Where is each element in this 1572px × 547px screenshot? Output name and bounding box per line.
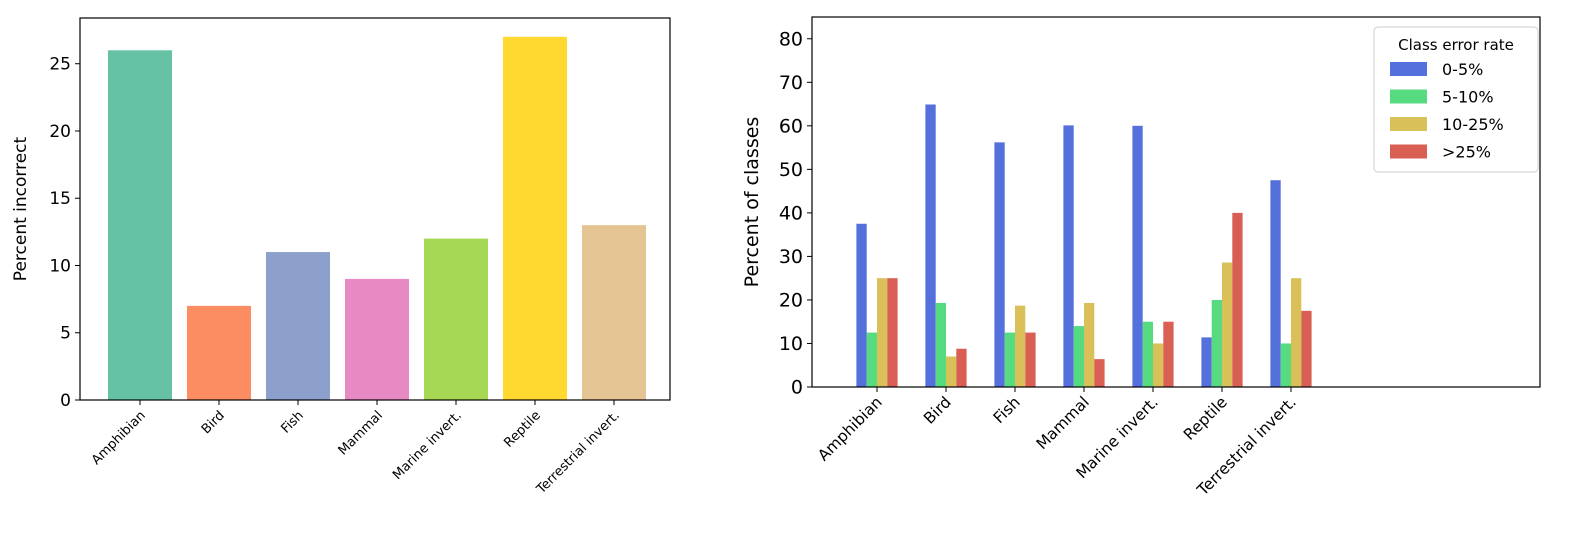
bar-bird-2 <box>946 356 957 387</box>
bar-fish-3 <box>1025 332 1036 387</box>
y-tick-label: 60 <box>779 115 803 137</box>
bar-mammal-2 <box>1084 302 1095 387</box>
legend-swatch <box>1390 117 1427 131</box>
x-tick-label: Terrestrial invert. <box>533 408 622 497</box>
x-tick-label: Reptile <box>501 408 543 450</box>
y-tick-label: 80 <box>779 28 803 50</box>
y-tick-label: 50 <box>779 159 803 181</box>
bar-reptile-0 <box>1201 337 1212 387</box>
bar-bird <box>187 305 251 400</box>
legend-label: 5-10% <box>1442 88 1494 107</box>
y-tick-label: 25 <box>49 55 71 75</box>
bar-amphibian-3 <box>887 278 898 387</box>
x-tick-label: Amphibian <box>89 408 149 468</box>
legend-label: 0-5% <box>1442 60 1483 79</box>
axes-frame <box>811 16 1541 388</box>
bar-amphibian-1 <box>866 332 877 387</box>
bar-reptile-2 <box>1222 262 1233 387</box>
bar-terrestrial-invert--3 <box>1301 310 1312 387</box>
bar-mammal-1 <box>1073 326 1084 387</box>
bar-terrestrial-invert--0 <box>1270 180 1281 387</box>
bar-bird-3 <box>956 348 967 387</box>
y-tick-label: 15 <box>49 189 71 209</box>
x-tick-label: Marine invert. <box>390 408 465 483</box>
chart-percent-incorrect: Amphibian Bird Fish Mammal Marine invert. Rep… <box>11 17 671 498</box>
x-tick-label: Amphibian <box>814 393 886 465</box>
y-tick-label: 20 <box>49 122 71 142</box>
y-axis-label: Percent incorrect <box>11 136 31 281</box>
y-tick-label: 70 <box>779 72 803 94</box>
legend-swatch <box>1390 62 1427 76</box>
bar-marine-invert--2 <box>1153 343 1164 387</box>
x-tick-label: Fish <box>278 408 306 436</box>
bar-fish <box>266 252 330 400</box>
bar-amphibian-0 <box>856 223 867 387</box>
bar-bird-1 <box>935 302 946 387</box>
bar-fish-0 <box>994 142 1005 387</box>
x-tick-label: Mammal <box>1033 393 1093 453</box>
bar-terrestrial-invert- <box>582 225 646 400</box>
y-axis-label: Percent of classes <box>741 117 763 288</box>
legend: Class error rate 0-5% 5-10% 10-25% >25% <box>1373 26 1539 173</box>
y-tick-label: 20 <box>779 290 803 312</box>
y-tick-label: 40 <box>779 203 803 225</box>
legend-label: >25% <box>1442 143 1491 162</box>
bar-reptile <box>503 36 567 400</box>
bar-mammal-0 <box>1063 125 1074 387</box>
bar-fish-2 <box>1015 305 1026 387</box>
x-tick-label: Mammal <box>336 408 386 458</box>
bar-marine-invert--3 <box>1163 321 1174 387</box>
legend-swatch <box>1390 89 1427 104</box>
y-tick-label: 10 <box>779 333 803 355</box>
bar-terrestrial-invert--2 <box>1291 278 1302 387</box>
bar-bird-0 <box>925 104 936 388</box>
legend-title: Class error rate <box>1398 36 1514 54</box>
axes-frame <box>79 17 671 401</box>
bar-marine-invert--1 <box>1142 321 1153 387</box>
y-tick-label: 0 <box>791 377 803 399</box>
bar-terrestrial-invert--1 <box>1280 343 1291 387</box>
bar-amphibian-2 <box>877 278 888 387</box>
bar-amphibian <box>108 50 172 401</box>
x-tick-label: Bird <box>920 393 955 428</box>
y-tick-label: 30 <box>779 246 803 268</box>
y-tick-label: 10 <box>49 256 71 276</box>
y-tick-label: 0 <box>60 391 71 411</box>
legend-label: 10-25% <box>1442 115 1504 134</box>
bar-marine-invert--0 <box>1132 125 1143 387</box>
bar-reptile-1 <box>1211 299 1222 387</box>
bar-marine-invert- <box>424 238 488 400</box>
legend-swatch <box>1390 144 1427 159</box>
bar-reptile-3 <box>1232 212 1243 387</box>
x-tick-label: Bird <box>199 408 228 437</box>
x-tick-label: Reptile <box>1180 393 1231 444</box>
bar-mammal <box>345 278 409 400</box>
bar-fish-1 <box>1004 332 1015 387</box>
bar-mammal-3 <box>1094 359 1105 387</box>
x-tick-label: Fish <box>990 393 1024 427</box>
y-tick-label: 5 <box>60 324 71 344</box>
